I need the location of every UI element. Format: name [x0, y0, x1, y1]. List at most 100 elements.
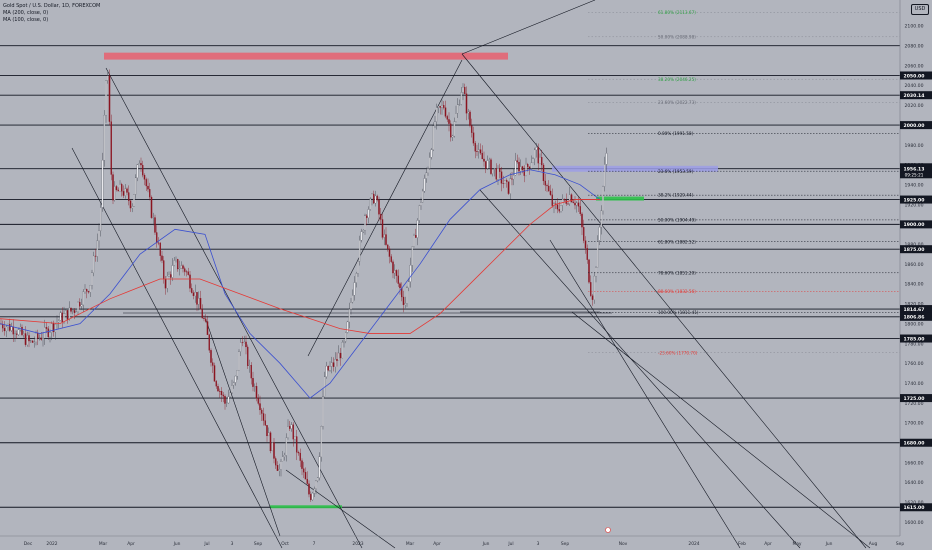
zone-low-support	[270, 505, 342, 509]
candle-body	[26, 335, 28, 345]
candle-body	[345, 332, 347, 342]
time-tick-label: Apr	[433, 541, 441, 547]
candle-body	[164, 279, 167, 289]
price-label-box	[900, 71, 932, 80]
candle-body	[469, 111, 471, 126]
candle-body	[10, 326, 13, 331]
candle-body	[128, 192, 130, 201]
candle-body	[12, 326, 14, 335]
candle-body	[532, 158, 534, 164]
candle-body	[17, 329, 20, 335]
price-tick-label: 1700.00	[905, 421, 924, 427]
candle-body	[184, 268, 186, 272]
price-label-sub: 09:25:21	[905, 172, 924, 177]
candle-body	[297, 452, 300, 454]
candle-body	[187, 271, 189, 275]
candle-body	[331, 362, 333, 367]
price-tick-label: 2020.00	[905, 103, 924, 109]
candle-body	[548, 185, 550, 192]
candle-body	[310, 494, 312, 500]
price-label-box	[900, 245, 932, 254]
candle-body	[196, 292, 198, 305]
candle-body	[458, 104, 461, 105]
candle-body	[399, 283, 401, 289]
ma200-legend[interactable]: MA (200, close, 0)	[3, 10, 49, 16]
zone-purple	[552, 165, 718, 172]
candle-body	[411, 246, 413, 266]
price-tick-label: 2100.00	[905, 24, 924, 30]
candle-body	[166, 275, 168, 289]
candle-body	[359, 240, 361, 262]
candle-body	[117, 189, 119, 192]
candle-body	[474, 143, 476, 152]
symbol-title[interactable]: Gold Spot / U.S. Dollar, 1D, FOREXCOM	[3, 3, 101, 9]
price-tick-label: 1980.00	[905, 143, 924, 149]
trend-line	[549, 239, 741, 549]
trend-channels	[71, 0, 871, 549]
time-axis[interactable]: Dec 2022 Mar Apr Jun Jul 3 Sep Oct 7 2023 Mar Apr Jun…	[0, 527, 904, 548]
candle-body	[311, 493, 314, 500]
candle-body	[600, 210, 602, 228]
candle-body	[208, 334, 210, 351]
candle-body	[236, 370, 238, 377]
candle-body	[163, 260, 165, 280]
candle-body	[577, 202, 580, 207]
candle-body	[390, 256, 392, 262]
zone-support	[596, 196, 644, 201]
candle-body	[5, 326, 7, 332]
price-tick-label: 1720.00	[905, 401, 924, 407]
candle-body	[168, 274, 170, 277]
chart-legend: Gold Spot / U.S. Dollar, 1D, FOREXCOM MA…	[3, 3, 100, 24]
candle-body	[86, 289, 88, 292]
candle-body	[341, 342, 343, 359]
candle-body	[441, 105, 443, 108]
price-label-box	[900, 220, 932, 229]
candle-body	[404, 303, 406, 305]
price-tick-label: 2060.00	[905, 63, 924, 69]
candle-body	[579, 206, 581, 215]
candle-body	[278, 469, 280, 471]
candle-body	[350, 302, 352, 310]
candle-body	[224, 396, 226, 404]
candle-body	[89, 285, 91, 293]
candle-body	[516, 160, 518, 163]
ma100-legend[interactable]: MA (100, close, 0)	[3, 17, 49, 23]
candle-body	[259, 403, 261, 411]
candle-body	[490, 159, 492, 174]
currency-button[interactable]: USD	[911, 4, 929, 15]
candle-body	[492, 169, 494, 174]
candle-body	[464, 86, 466, 94]
candlesticks	[0, 69, 608, 502]
candle-body	[107, 75, 109, 81]
candle-body	[455, 113, 457, 122]
candle-body	[73, 310, 76, 313]
trend-line	[571, 311, 871, 549]
price-tick-label: 1820.00	[905, 302, 924, 308]
trend-line	[71, 147, 283, 549]
candle-body	[149, 189, 151, 198]
candle-body	[488, 159, 490, 161]
candle-body	[444, 107, 447, 117]
candle-body	[264, 420, 266, 426]
candle-body	[439, 106, 441, 108]
candle-body	[61, 312, 63, 323]
candle-body	[154, 217, 156, 233]
candle-body	[114, 186, 116, 201]
price-tick-label: 1860.00	[905, 262, 924, 268]
candle-body	[131, 206, 133, 209]
candle-body	[231, 385, 233, 393]
candle-body	[416, 220, 419, 238]
candle-body	[304, 472, 307, 480]
candle-body	[467, 111, 469, 114]
fib-label: 61.80% (1882.52)	[658, 239, 696, 244]
price-axis-bg	[900, 0, 932, 550]
candle-body	[173, 260, 175, 266]
candle-body	[280, 461, 282, 470]
price-axis[interactable]: 2100.00 2080.00 2060.00 2040.00 2020.00 2000.…	[899, 0, 932, 550]
trend-line	[307, 59, 463, 357]
candle-body	[381, 219, 384, 238]
price-label-text: 1615.00	[904, 505, 925, 511]
candle-body	[595, 267, 597, 277]
candle-body	[535, 147, 538, 151]
